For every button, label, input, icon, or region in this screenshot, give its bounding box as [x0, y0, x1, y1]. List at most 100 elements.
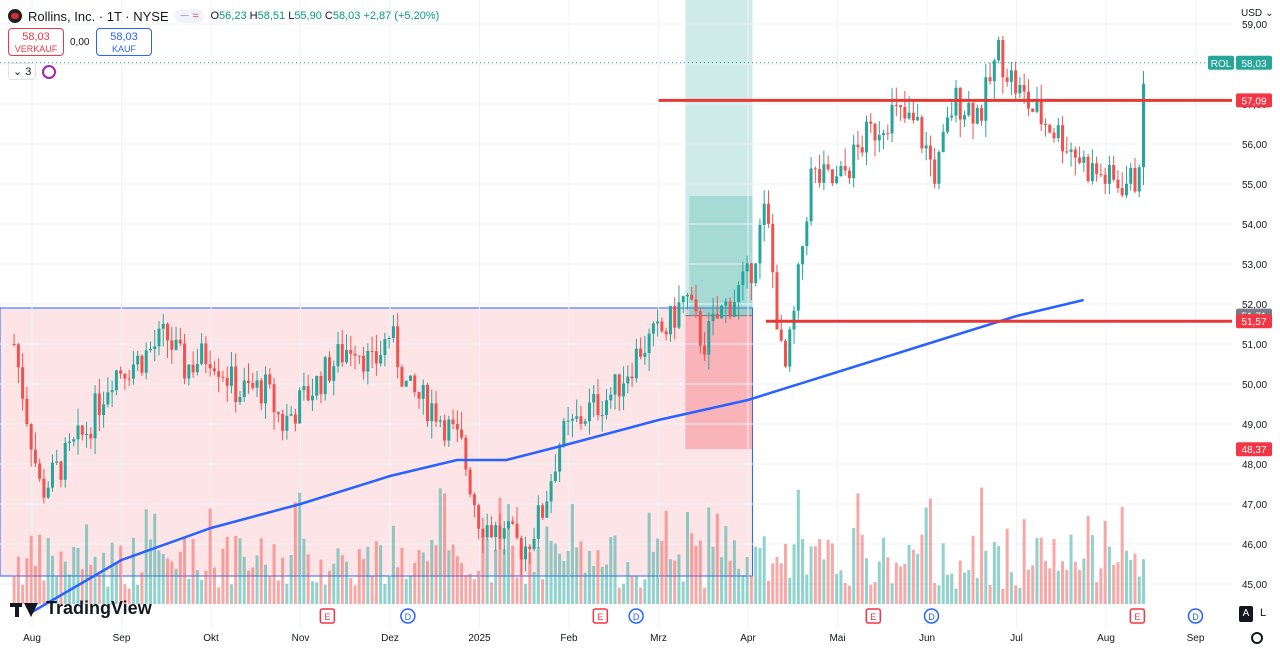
volume-bar [715, 513, 719, 604]
volume-bar [379, 545, 383, 604]
x-tick-label: Feb [560, 633, 578, 644]
candle-body [161, 323, 165, 329]
candle-body [327, 357, 331, 381]
volume-bar [664, 510, 668, 604]
refresh-icon[interactable] [42, 64, 57, 79]
volume-bar [136, 584, 140, 604]
x-tick-label: Okt [203, 633, 219, 644]
volume-bar [200, 580, 204, 604]
volume-bar [775, 556, 779, 604]
volume-bar [140, 572, 144, 604]
volume-bar [877, 561, 881, 604]
candle-body [144, 350, 148, 373]
candle-body [1099, 174, 1103, 176]
candle-body [673, 305, 677, 328]
volume-bar [545, 526, 549, 604]
volume-bar [110, 542, 114, 604]
line-tools-pill[interactable]: ─ ≈ [174, 9, 205, 23]
y-tick-label: 50,00 [1242, 380, 1267, 391]
volume-bar [1073, 562, 1077, 604]
currency-selector[interactable]: USD ⌄ [1241, 8, 1274, 19]
candle-body [421, 384, 425, 399]
candle-body [68, 441, 72, 444]
volume-bar [1086, 515, 1090, 604]
volume-bar [217, 587, 221, 604]
volume-bar [119, 545, 123, 604]
volume-bar [732, 540, 736, 604]
candle-body [877, 135, 881, 141]
volume-bar [882, 537, 886, 604]
candle-body [72, 439, 76, 442]
sell-button[interactable]: 58,03 VERKAUF [8, 28, 64, 56]
volume-bar [97, 574, 101, 604]
earnings-marker [319, 608, 336, 624]
volume-bar [762, 536, 766, 604]
candle-body [264, 374, 268, 404]
settings-icon[interactable] [1251, 632, 1263, 644]
candle-body [916, 117, 920, 121]
candle-body [894, 104, 898, 106]
candle-body [85, 433, 89, 435]
volume-bar [856, 493, 860, 604]
candle-body [605, 400, 609, 416]
candle-body [298, 390, 302, 424]
candle-body [882, 133, 886, 136]
volume-bar [272, 544, 276, 604]
volume-bar [417, 550, 421, 604]
candle-body [153, 346, 157, 350]
volume-bar [579, 541, 583, 604]
candle-body [63, 443, 67, 480]
volume-bar [413, 562, 417, 604]
y-tick-label: 55,00 [1242, 180, 1267, 191]
x-tick-label: Apr [740, 633, 756, 644]
candle-body [76, 425, 80, 440]
buy-button[interactable]: 58,03 KAUF [96, 28, 152, 56]
volume-bar [1107, 546, 1111, 604]
candle-body [703, 345, 707, 355]
candle-body [745, 263, 749, 272]
volume-bar [524, 583, 528, 604]
volume-bar [157, 550, 161, 604]
candle-body [276, 412, 280, 414]
candle-body [494, 525, 498, 538]
volume-bar [724, 526, 728, 604]
volume-bar [830, 543, 834, 604]
candle-body [613, 374, 617, 395]
volume-bar [1043, 561, 1047, 604]
volume-bar [788, 577, 792, 604]
candle-body [1005, 77, 1009, 82]
volume-bar [899, 566, 903, 604]
candle-body [720, 305, 724, 319]
candle-body [80, 425, 84, 435]
price-badge-label: 48,37 [1241, 445, 1266, 456]
sell-price: 58,03 [22, 31, 50, 43]
candle-body [46, 487, 50, 498]
volume-bar [178, 551, 182, 604]
candle-body [899, 105, 903, 108]
indicator-toggle[interactable]: ⌄ 3 [8, 63, 37, 80]
candle-body [413, 375, 417, 393]
candle-body [728, 301, 732, 317]
candle-body [1090, 163, 1094, 181]
volume-bar [541, 579, 545, 604]
candle-body [208, 364, 212, 369]
candle-body [1107, 165, 1111, 184]
tradingview-icon [10, 601, 40, 617]
symbol-title[interactable]: Rollins, Inc. · 1T · NYSE [28, 8, 169, 24]
volume-bar [758, 547, 762, 604]
candle-body [1031, 108, 1035, 112]
volume-bar [886, 557, 890, 604]
change-readout: +2,87 (+5,20%) [363, 10, 440, 22]
candle-body [50, 462, 54, 488]
volume-bar [161, 554, 165, 604]
candle-body [890, 104, 894, 134]
candle-body [370, 351, 374, 353]
volume-bar [131, 537, 135, 604]
candle-body [937, 151, 941, 184]
earnings-marker [1129, 608, 1146, 624]
candle-body [498, 525, 502, 539]
auto-scale-button[interactable]: A [1239, 606, 1253, 622]
log-scale-button[interactable]: L [1260, 607, 1267, 619]
volume-bar [362, 558, 366, 604]
